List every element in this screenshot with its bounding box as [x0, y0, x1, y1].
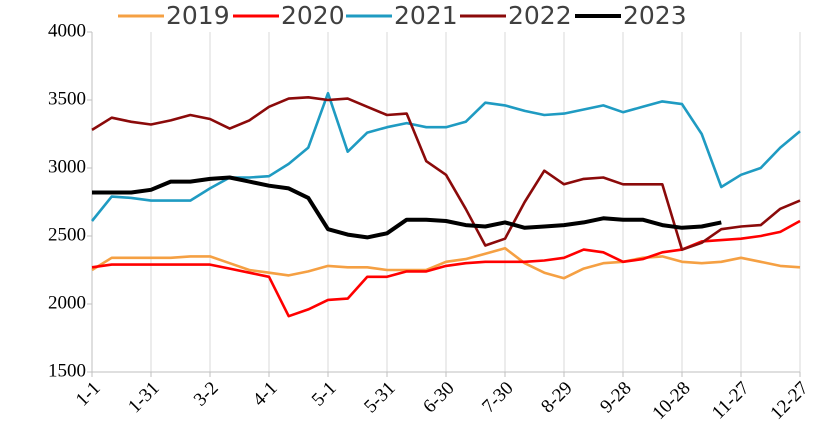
x-tick-label: 1-31 [124, 378, 163, 417]
x-tick-label: 9-28 [596, 378, 635, 417]
y-tick-label: 3500 [48, 88, 86, 109]
y-tick-label: 1500 [48, 360, 86, 381]
x-tick-label: 1-1 [72, 378, 105, 411]
x-tick-label: 7-30 [478, 378, 517, 417]
y-tick-label: 2000 [48, 292, 86, 313]
legend-label: 2023 [623, 1, 687, 30]
line-series [91, 246, 801, 280]
x-tick-label: 11-27 [708, 378, 754, 424]
y-tick-label: 3000 [48, 156, 86, 177]
x-tick-label: 4-1 [249, 378, 282, 411]
legend-label: 2021 [394, 1, 458, 30]
x-tick-label: 12-27 [766, 378, 812, 424]
x-tick-label: 3-2 [190, 378, 223, 411]
y-tick-label: 4000 [48, 20, 86, 41]
line-series [91, 96, 801, 251]
x-tick-label: 8-29 [537, 378, 576, 417]
x-tick-label: 5-1 [308, 378, 341, 411]
legend-label: 2019 [166, 1, 230, 30]
line-series [92, 175, 722, 240]
y-tick-label: 2500 [48, 224, 86, 245]
line-series [90, 91, 801, 222]
legend-label: 2020 [281, 1, 345, 30]
x-tick-label: 5-31 [360, 378, 399, 417]
x-tick-label: 10-28 [648, 378, 694, 424]
x-tick-label: 6-30 [419, 378, 458, 417]
legend-label: 2022 [508, 1, 572, 30]
